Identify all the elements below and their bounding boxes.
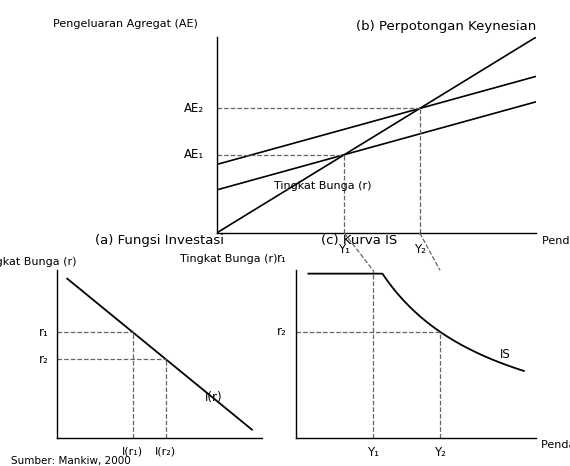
Text: I(r₂): I(r₂) [155,446,176,456]
Text: (a) Fungsi Investasi: (a) Fungsi Investasi [95,234,224,247]
Text: Y₁: Y₁ [338,243,351,256]
Text: I(r₁): I(r₁) [123,446,144,456]
Text: Pendapatan (Y): Pendapatan (Y) [542,236,570,246]
Text: IS: IS [500,348,511,361]
Text: r₁: r₁ [39,326,49,339]
Text: AE₁: AE₁ [184,148,204,161]
Text: (c) Kurva IS: (c) Kurva IS [321,234,397,247]
Text: Y₁: Y₁ [367,446,379,459]
Text: (b) Perpotongan Keynesian: (b) Perpotongan Keynesian [356,21,536,34]
Text: r₂: r₂ [277,325,287,338]
Text: AE₂: AE₂ [184,102,204,115]
Text: r₂: r₂ [39,353,49,366]
Text: Tingkat Bunga (r): Tingkat Bunga (r) [274,181,371,192]
Text: Tingkat Bunga (r): Tingkat Bunga (r) [0,257,76,267]
Text: Y₂: Y₂ [434,446,446,459]
Text: Tingkat Bunga (r): Tingkat Bunga (r) [180,254,277,264]
Text: Pengeluaran Agregat (AE): Pengeluaran Agregat (AE) [52,20,197,29]
Text: Sumber: Mankiw, 2000: Sumber: Mankiw, 2000 [11,456,131,466]
Text: Y₂: Y₂ [414,243,426,256]
Text: Pendapatan (Y): Pendapatan (Y) [540,440,570,450]
Text: r₁: r₁ [277,252,287,265]
Text: I(r): I(r) [205,391,222,404]
